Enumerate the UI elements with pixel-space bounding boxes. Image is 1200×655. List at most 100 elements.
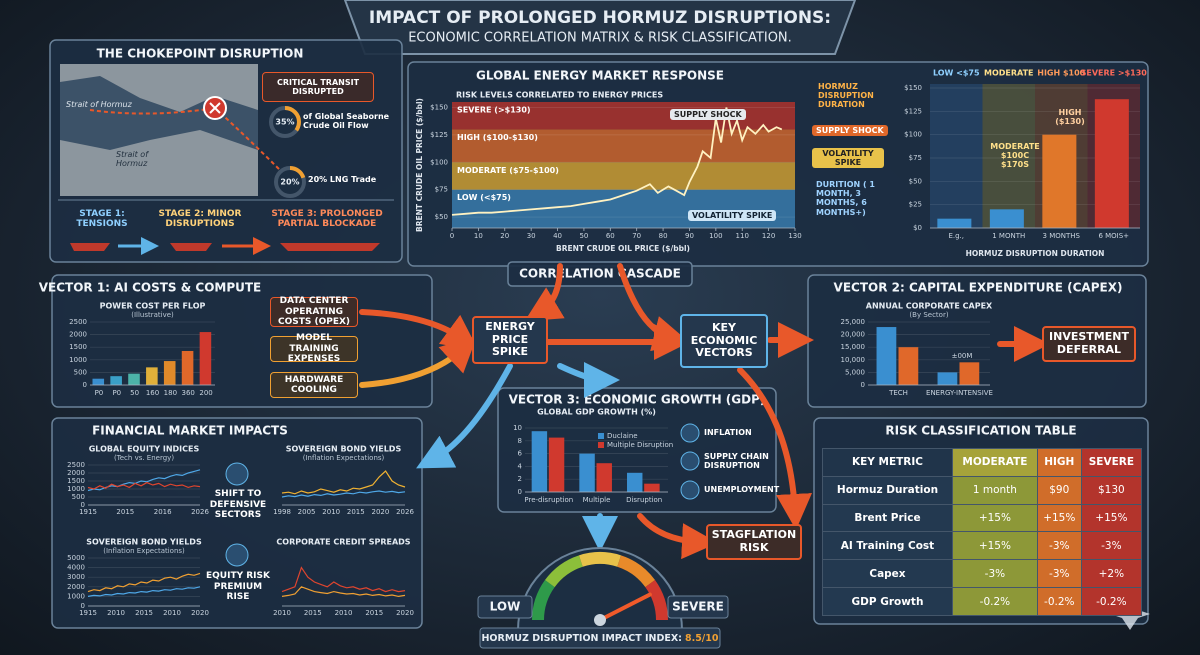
line-series [87, 481, 201, 490]
x-tick-label: 160 [146, 389, 159, 397]
header-plate [343, 0, 857, 55]
arrow [557, 361, 620, 398]
y-tick-label: $150 [904, 84, 922, 92]
bar [92, 378, 105, 385]
table-body: Hormuz Duration 1 month $90 $130 Brent Price… [822, 475, 1143, 616]
y-tick-label: 25,000 [841, 318, 866, 326]
gauge-low: LOW [490, 600, 521, 614]
chart-title: SOVEREIGN BOND YIELDS [286, 445, 402, 454]
x-tick-label: 2015 [135, 609, 153, 617]
x-tick-label: P0 [95, 389, 104, 397]
label-plate [507, 261, 693, 287]
y-tick-label: 1500 [67, 477, 85, 485]
map-label: Strait of Hormuz [66, 100, 132, 109]
x-tick-label: 100 [709, 232, 722, 240]
gauge-caption-plate [479, 627, 721, 649]
panel-title: VECTOR 1: AI COSTS & COMPUTE [39, 281, 262, 295]
chart-title: ANNUAL CORPORATE CAPEX [866, 302, 993, 311]
column-tint [930, 84, 983, 228]
table-cell: GDP Growth [822, 587, 953, 616]
x-tick-label: 110 [736, 232, 749, 240]
x-tick-label: 1 MONTH [992, 232, 1025, 240]
annotation: VOLATILITY SPIKE [688, 210, 777, 222]
impact-label: UNEMPLOYMENT [704, 485, 780, 494]
risk-table: KEY METRIC MODERATE HIGH SEVERE Hormuz Dura… [822, 448, 1143, 616]
icon [680, 480, 700, 500]
ship [280, 243, 380, 251]
header-cell: SEVERE [1080, 448, 1143, 477]
annotation: DURITION ( 1 MONTH, 3 MONTHS, 6 MONTHS+) [816, 180, 875, 217]
annotation: HIGH ($130) [1055, 108, 1085, 127]
key-vectors-box: KEY ECONOMIC VECTORS [680, 314, 768, 368]
x-tick-label: 1998 [273, 508, 291, 516]
y-tick-label: 4 [518, 462, 523, 470]
table-row: AI Training Cost +15% -3% -3% [822, 531, 1143, 561]
band-label: SEVERE (>$130) [457, 106, 531, 115]
y-tick-label: 500 [74, 368, 87, 376]
y-tick-label: 0 [81, 501, 85, 509]
bar [163, 361, 176, 385]
x-tick-label: 130 [788, 232, 801, 240]
y-tick-label: 8 [518, 437, 522, 445]
x-tick-label: 3 MONTHS [1043, 232, 1081, 240]
page-title: IMPACT OF PROLONGED HORMUZ DISRUPTIONS: [369, 8, 831, 28]
bar [937, 372, 958, 385]
gauge-arc [617, 555, 656, 588]
y-tick-label: 10,000 [841, 356, 866, 364]
chart-subtitle: (Inflation Expectations) [103, 547, 185, 555]
x-axis-label: BRENT CRUDE OIL PRICE ($/bbl) [556, 244, 690, 253]
x-tick-label: 2026 [396, 508, 414, 516]
ring-value [274, 166, 306, 198]
x-tick-label: 2010 [335, 609, 353, 617]
gauge-arc [645, 580, 668, 621]
table-row: Brent Price +15% +15% +15% [822, 503, 1143, 533]
table-row: GDP Growth -0.2% -0.2% -0.2% [822, 587, 1143, 616]
arrow [637, 513, 718, 560]
x-tick-label: E.g., [948, 232, 964, 240]
x-tick-label: 60 [606, 232, 615, 240]
x-tick-label: Multiple [583, 496, 611, 504]
panel-title: VECTOR 3: ECONOMIC GROWTH (GDP) [509, 393, 766, 407]
band-label: LOW (<$75) [457, 193, 511, 202]
table-cell: -3% [951, 559, 1038, 589]
y-tick-label: 0 [861, 381, 865, 389]
gauge-value: 8.5/10 [685, 633, 719, 644]
x-tick-label: 1915 [79, 609, 97, 617]
alert-box: CRITICAL TRANSIT DISRUPTED [262, 72, 374, 102]
x-tick-label: 2015 [347, 508, 365, 516]
x-tick-label: 2016 [154, 508, 172, 516]
x-tick-label: 30 [527, 232, 536, 240]
table-cell: Capex [822, 559, 953, 589]
table-cell: -3% [1080, 531, 1143, 561]
arrow [524, 263, 565, 322]
x-tick-label: 2010 [273, 609, 291, 617]
arrow [737, 367, 812, 530]
x-tick-label: 10 [474, 232, 483, 240]
table-cell: +15% [1080, 503, 1143, 533]
gauge-arc [532, 580, 555, 621]
panel-title: RISK CLASSIFICATION TABLE [885, 424, 1076, 438]
legend-label: Multiple Disruption [607, 441, 673, 449]
page-subtitle: ECONOMIC CORRELATION MATRIX & RISK CLASS… [408, 31, 792, 46]
x-tick-label: 360 [182, 389, 195, 397]
ship [170, 243, 212, 251]
ring-label: 20% [280, 178, 299, 187]
x-tick-label: 2015 [116, 508, 134, 516]
effect-label: SHIFT TO DEFENSIVE SECTORS [209, 489, 267, 521]
gauge-needle [598, 592, 652, 622]
annotation: SUPPLY SHOCK [670, 109, 746, 121]
table-cell: +2% [1080, 559, 1143, 589]
x-tick-label: 2020 [191, 609, 209, 617]
x-tick-label: Pre-disruption [524, 496, 573, 504]
icon [680, 423, 700, 443]
y-tick-label: 500 [72, 493, 85, 501]
bar [644, 483, 660, 492]
y-tick-label: 2000 [67, 583, 85, 591]
x-tick-label: ENERGY-INTENSIVE [926, 389, 993, 397]
header-cell: MODERATE [951, 448, 1038, 477]
table-cell: -0.2% [951, 587, 1038, 616]
y-tick-label: 1000 [67, 485, 85, 493]
x-axis-label: HORMUZ DISRUPTION DURATION [966, 249, 1105, 258]
bar [989, 209, 1024, 228]
ring-label: 35% [275, 118, 294, 127]
